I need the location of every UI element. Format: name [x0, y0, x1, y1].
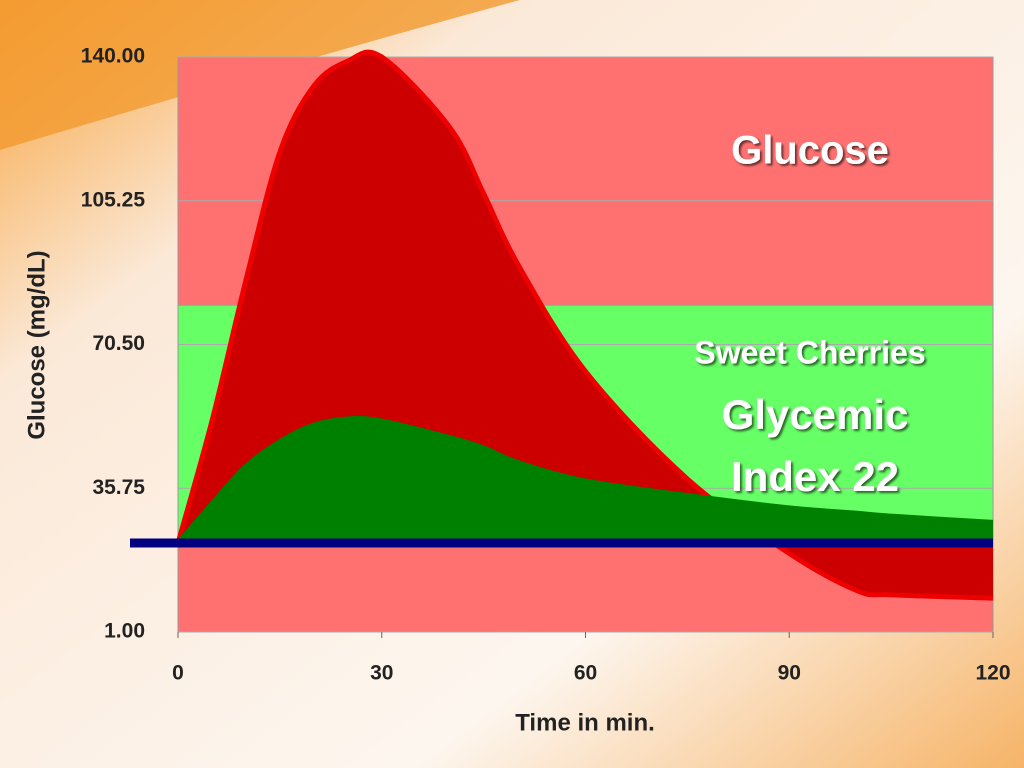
y-axis-label: Glucose (mg/dL)	[23, 250, 50, 439]
annotation: Index 22	[731, 453, 899, 500]
x-tick-label: 120	[975, 662, 1010, 685]
decoration	[0, 0, 520, 150]
y-tick-label: 105.25	[81, 188, 146, 211]
y-tick-label: 70.50	[92, 332, 145, 355]
x-axis-label: Time in min.	[515, 709, 655, 736]
line	[175, 49, 994, 601]
chart-title: Glucose	[731, 129, 889, 173]
x-tick-label: 90	[778, 662, 801, 685]
y-tick-label: 1.00	[104, 620, 145, 643]
annotation: Sweet Cherries	[694, 334, 925, 370]
y-tick-label: 140.00	[81, 45, 145, 68]
y-tick-label: 35.75	[92, 476, 145, 499]
x-tick-label: 60	[574, 662, 597, 685]
area	[178, 418, 993, 544]
x-tick-label: 30	[370, 662, 393, 685]
annotation: Glycemic	[722, 391, 909, 438]
line	[176, 415, 994, 545]
x-tick-label: 0	[172, 662, 184, 685]
